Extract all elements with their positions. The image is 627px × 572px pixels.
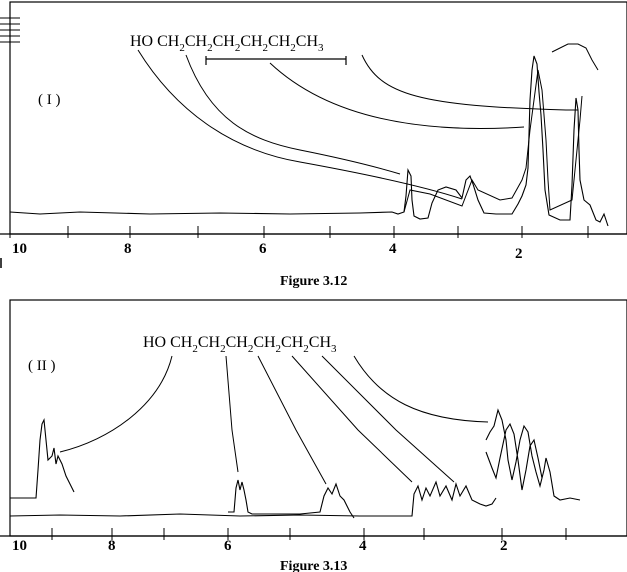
spectrum-baseline-2 bbox=[10, 418, 355, 519]
tick-label-10: 10 bbox=[12, 241, 27, 257]
assignment-lines-1 bbox=[137, 49, 567, 200]
bracket-1 bbox=[205, 56, 347, 65]
figure-3-13: ( II ) HO CH2CH2CH2CH2CH2CH3 bbox=[0, 299, 627, 572]
spectrum-trace-2 bbox=[9, 480, 497, 517]
tick-label-2: 2 bbox=[515, 246, 523, 262]
tick-label-8-b: 8 bbox=[108, 538, 116, 554]
assignment-lines-2 bbox=[59, 355, 489, 485]
panel-label-2: ( II ) bbox=[28, 358, 55, 374]
panel-frame-1 bbox=[9, 1, 627, 235]
figure-caption-1: Figure 3.12 bbox=[280, 274, 347, 289]
tick-label-6: 6 bbox=[259, 241, 267, 257]
axis-ticks-2 bbox=[51, 528, 567, 540]
tick-label-6-b: 6 bbox=[224, 538, 232, 554]
tick-label-2-b: 2 bbox=[500, 538, 508, 554]
formula-2: HO CH2CH2CH2CH2CH2CH3 bbox=[143, 334, 337, 355]
axis-ticks-1 bbox=[9, 226, 589, 238]
panel-label-1: ( I ) bbox=[38, 92, 61, 108]
spectrum-multiplets-2 bbox=[485, 408, 581, 501]
tick-label-10-b: 10 bbox=[12, 538, 27, 554]
tick-label-4-b: 4 bbox=[359, 538, 367, 554]
tick-label-8: 8 bbox=[124, 241, 132, 257]
spectrum-trace-1 bbox=[9, 55, 609, 227]
figure-caption-2: Figure 3.13 bbox=[280, 559, 347, 572]
formula-1: HO CH2CH2CH2CH2CH2CH3 bbox=[130, 33, 324, 54]
corner-marks bbox=[0, 2, 20, 44]
tick-label-4: 4 bbox=[389, 241, 397, 257]
spectrum-integral-1 bbox=[403, 43, 599, 213]
figure-3-12: ( I ) HO CH2CH2CH2CH2CH2CH3 bbox=[0, 1, 627, 289]
